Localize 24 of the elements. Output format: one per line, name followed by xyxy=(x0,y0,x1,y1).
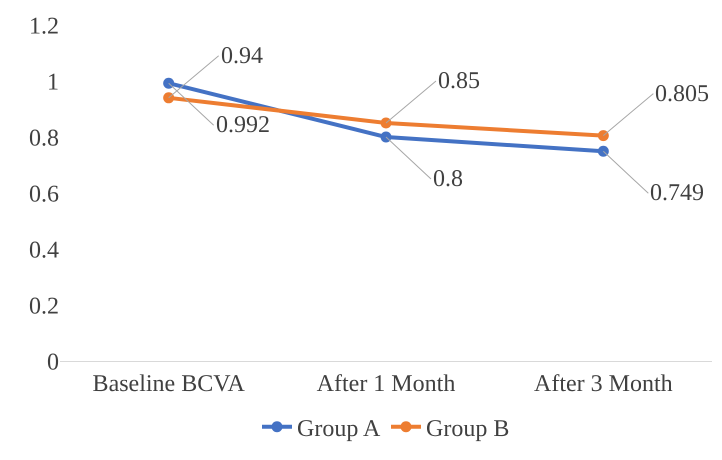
point xyxy=(163,92,174,104)
data-label: 0.85 xyxy=(438,68,480,94)
y-tick-label: 0.2 xyxy=(29,293,59,320)
point xyxy=(163,78,174,89)
x-tick-label: After 3 Month xyxy=(534,370,673,397)
y-tick-label: 0.8 xyxy=(29,125,59,152)
point xyxy=(598,130,609,142)
y-tick-label: 1 xyxy=(47,69,59,96)
point xyxy=(380,118,392,128)
data-label: 0.805 xyxy=(655,81,709,107)
legend-label: Group B xyxy=(426,416,510,442)
point xyxy=(380,132,392,142)
y-tick-label: 0.6 xyxy=(29,181,59,208)
data-label: 0.749 xyxy=(650,180,704,206)
x-tick-label: After 1 Month xyxy=(316,370,456,397)
data-label: 0.8 xyxy=(433,166,463,192)
y-tick-label: 0.4 xyxy=(29,237,59,264)
legend-label: Group A xyxy=(297,416,381,442)
y-tick-label: 1.2 xyxy=(29,13,59,40)
x-tick-label: Baseline BCVA xyxy=(92,370,246,397)
data-label: 0.992 xyxy=(216,112,270,138)
y-tick-label: 0 xyxy=(47,349,59,376)
point xyxy=(598,146,609,157)
data-label: 0.94 xyxy=(221,43,263,69)
